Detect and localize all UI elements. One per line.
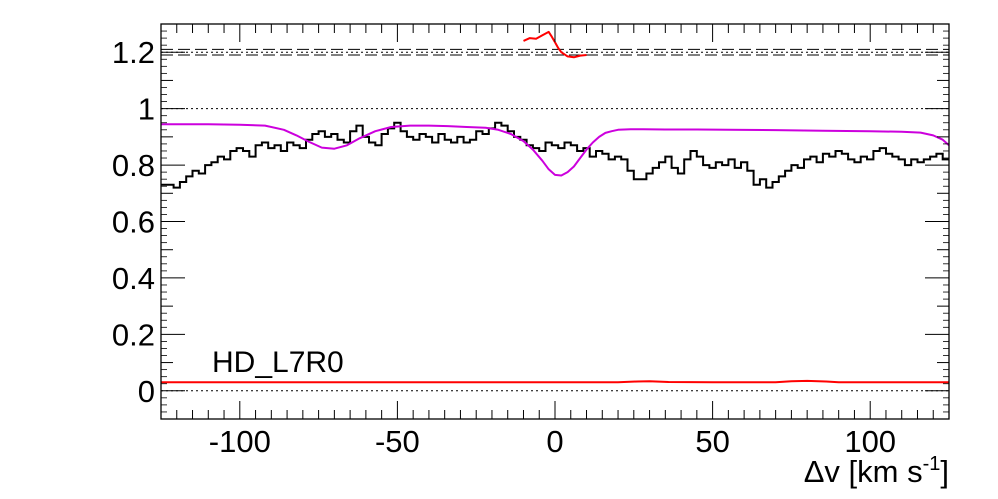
y-tick-label: 0.6 [112,205,155,240]
x-axis-title-main: Δv [km s [804,454,923,489]
x-axis-title: Δv [km s-1] [804,453,949,489]
y-tick-label: 1.2 [112,35,155,70]
series-upper-residual [523,30,587,59]
x-tick-label: -100 [209,424,271,459]
series-layer [161,30,950,384]
x-tick-label: 100 [844,424,896,459]
y-tick-label: 0.8 [112,148,155,183]
x-axis-title-exponent: -1 [923,453,941,475]
y-tick-label: 0.4 [112,261,155,296]
x-axis-title-end: ] [940,454,949,489]
y-tick-label: 0 [138,374,155,409]
series-observed-spectrum [161,121,949,189]
x-tick-labels: -100 -50 0 50 100 [209,424,896,459]
x-tick-label: 0 [546,424,563,459]
series-residual [161,379,949,384]
series-model-fit [161,123,950,177]
y-tick-labels: 0 0.2 0.4 0.6 0.8 1 1.2 [112,35,155,409]
x-tick-label: -50 [375,424,420,459]
reference-lines [161,48,949,392]
panel-label: HD_L7R0 [212,346,344,379]
x-tick-label: 50 [695,424,729,459]
y-tick-label: 1 [138,92,155,127]
axis-ticks [160,23,950,420]
y-tick-label: 0.2 [112,317,155,352]
